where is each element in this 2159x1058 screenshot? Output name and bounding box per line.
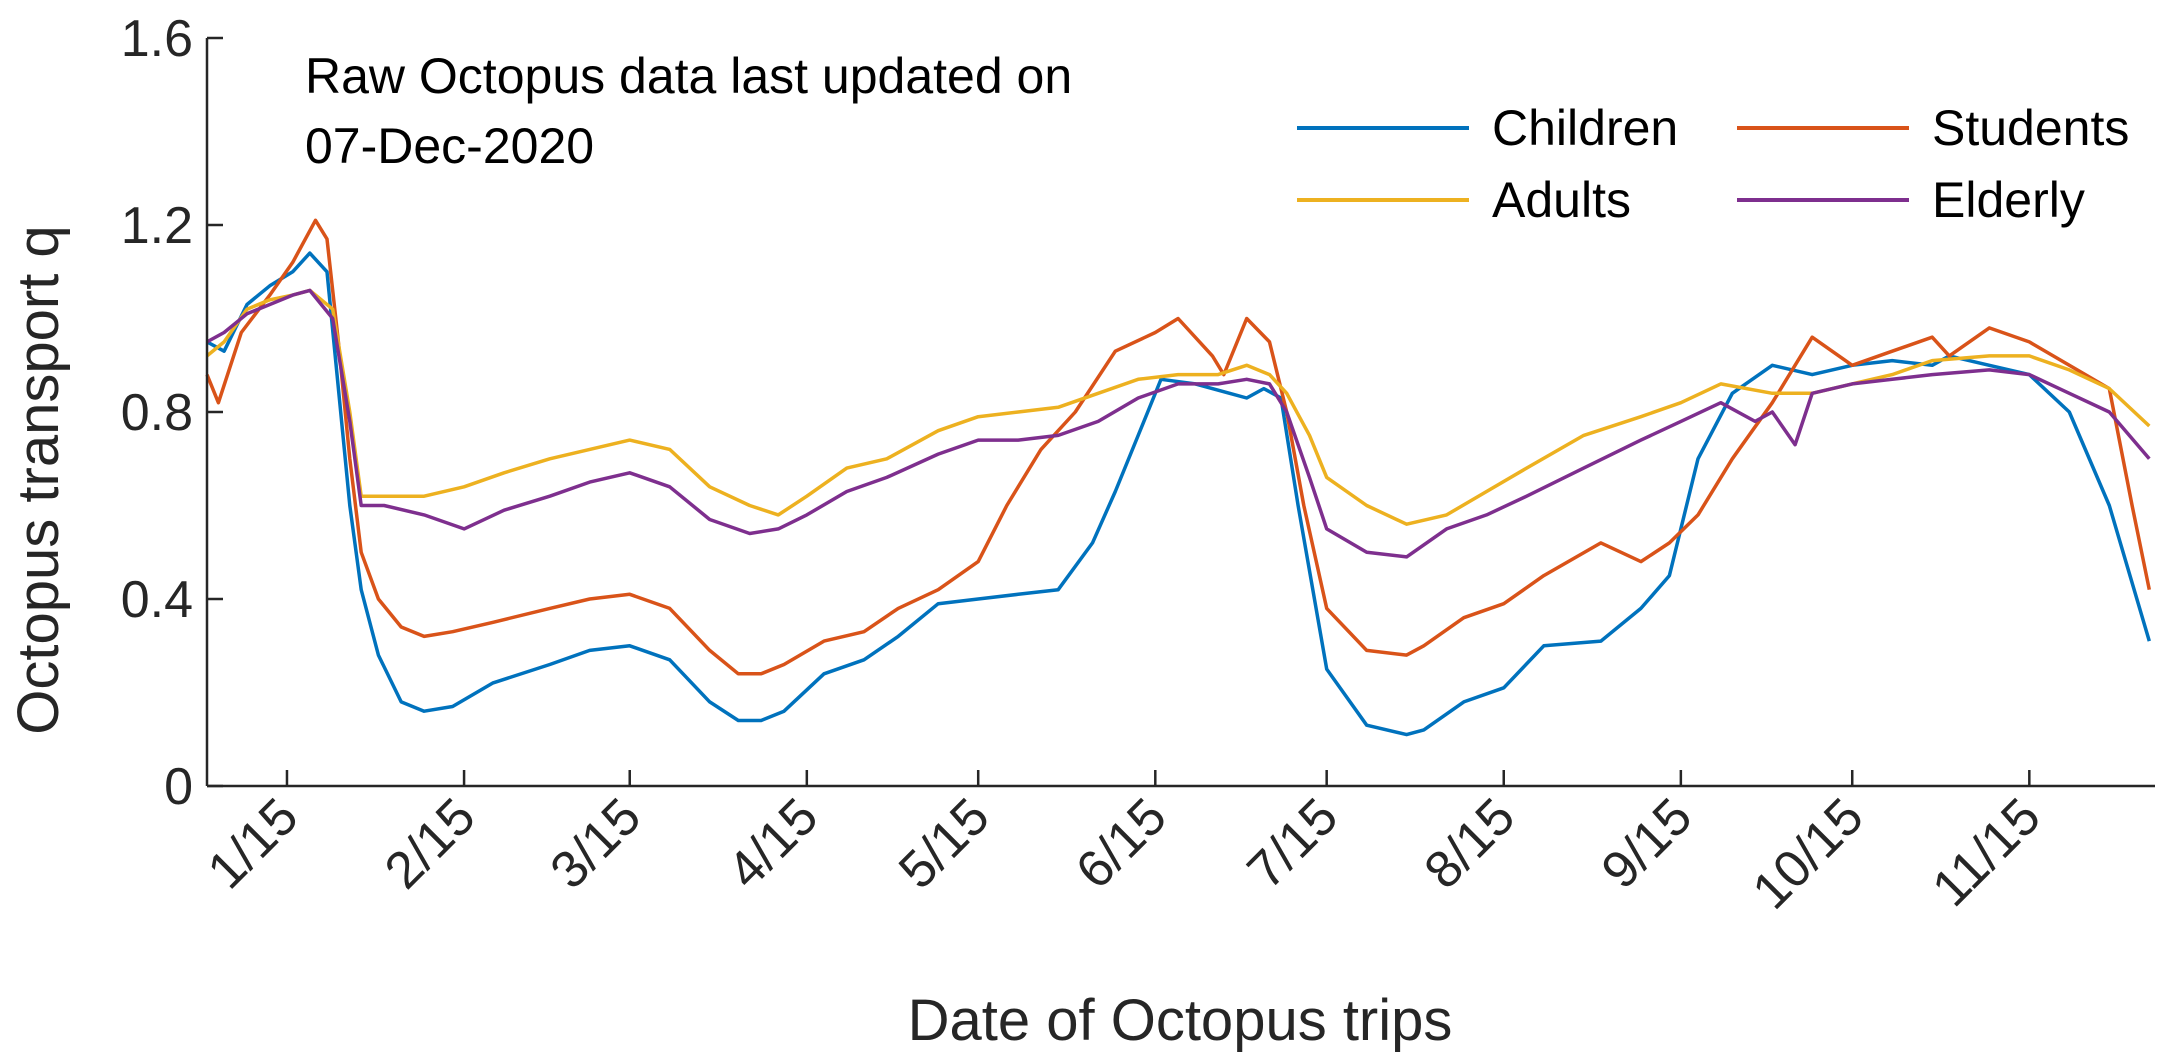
x-tick-label: 7/15 <box>1237 787 1350 900</box>
x-tick-label: 10/15 <box>1742 787 1875 920</box>
series-line-children <box>206 251 2151 737</box>
y-tick-label: 1.6 <box>121 10 193 68</box>
x-tick-label: 3/15 <box>540 787 653 900</box>
annotation: Raw Octopus data last updated on 07-Dec-… <box>305 48 1072 174</box>
x-tick-label: 5/15 <box>888 787 1001 900</box>
x-tick-label: 8/15 <box>1414 787 1527 900</box>
y-tick-label: 0.4 <box>121 571 193 629</box>
y-ticks: 0 0.4 0.8 1.2 1.6 <box>121 10 223 816</box>
legend-label-children: Children <box>1492 100 1678 156</box>
x-axis-title: Date of Octopus trips <box>908 988 1453 1053</box>
legend: Children Students Adults Elderly <box>1297 100 2129 228</box>
series-layer <box>205 218 2152 737</box>
legend-label-elderly: Elderly <box>1932 172 2085 228</box>
y-axis-title: Octopus transport q <box>6 225 71 734</box>
x-tick-label: 11/15 <box>1922 787 2052 917</box>
x-tick-label: 9/15 <box>1591 787 1704 900</box>
series-line-elderly <box>206 288 2151 559</box>
legend-label-students: Students <box>1932 100 2129 156</box>
annotation-line-1: Raw Octopus data last updated on <box>305 48 1072 104</box>
x-tick-label: 1/15 <box>197 787 310 900</box>
series-line-adults <box>205 288 2151 526</box>
y-tick-label: 0.8 <box>121 384 193 442</box>
x-tick-label: 2/15 <box>374 787 487 900</box>
x-tick-label: 6/15 <box>1065 787 1178 900</box>
y-tick-label: 0 <box>164 758 193 816</box>
x-ticks: 1/15 2/15 3/15 4/15 5/15 6/15 7/15 8/15 9/15 10/1… <box>197 770 2052 921</box>
legend-label-adults: Adults <box>1492 172 1631 228</box>
x-tick-label: 4/15 <box>717 787 830 900</box>
annotation-line-2: 07-Dec-2020 <box>305 118 594 174</box>
series-line-students <box>205 218 2152 676</box>
y-tick-label: 1.2 <box>121 197 193 255</box>
